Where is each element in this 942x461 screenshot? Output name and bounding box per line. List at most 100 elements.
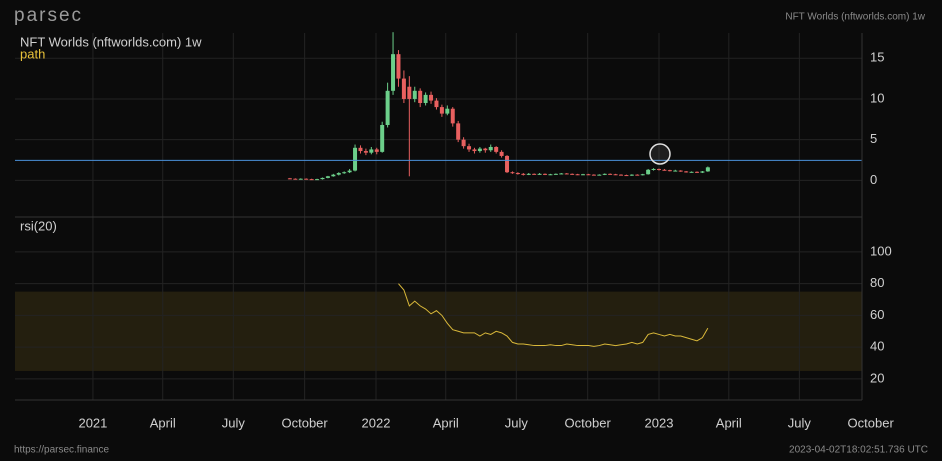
footer-timestamp: 2023-04-02T18:02:51.736 UTC	[789, 445, 928, 456]
candle-body	[298, 178, 303, 180]
candle-body	[309, 179, 314, 181]
candle-body	[532, 173, 537, 175]
x-tick-label: 2021	[78, 415, 107, 430]
candle-body	[619, 174, 624, 176]
x-tick-label: July	[222, 415, 246, 430]
candle-body	[515, 173, 520, 175]
candle-body	[358, 147, 363, 152]
candle-body	[570, 173, 575, 175]
candle-body	[591, 174, 596, 176]
candle-body	[705, 167, 710, 172]
candle-body	[467, 146, 472, 150]
candle-body	[423, 94, 428, 104]
candle-body	[374, 149, 379, 152]
x-tick-label: April	[150, 415, 176, 430]
candle-body	[380, 125, 385, 152]
x-tick-label: October	[281, 415, 328, 430]
candle-body	[689, 171, 694, 173]
candle-body	[477, 148, 482, 152]
y-tick-label: 60	[870, 307, 884, 322]
x-tick-label: July	[788, 415, 812, 430]
x-tick-label: 2023	[645, 415, 674, 430]
header-title: NFT Worlds (nftworlds.com) 1w	[785, 12, 925, 23]
candle-body	[499, 151, 504, 156]
candle-body	[488, 146, 493, 151]
candle-body	[613, 174, 618, 176]
candle-body	[624, 175, 629, 177]
candle-body	[597, 174, 602, 176]
panel-title: NFT Worlds (nftworlds.com) 1w	[20, 34, 202, 49]
candle-body	[521, 173, 526, 175]
candle-body	[347, 170, 352, 173]
candle-body	[543, 173, 548, 175]
candle-body	[602, 173, 607, 175]
candle-body	[472, 149, 477, 152]
candle-body	[445, 108, 450, 114]
candle-body	[657, 168, 662, 170]
y-tick-label: 100	[870, 243, 892, 258]
candle-body	[559, 173, 564, 175]
x-tick-label: July	[505, 415, 529, 430]
candle-body	[304, 178, 309, 180]
candle-body	[315, 179, 320, 181]
candle-body	[700, 171, 705, 173]
rsi-line	[398, 283, 709, 347]
candle-body	[548, 174, 553, 176]
x-tick-label: April	[716, 415, 742, 430]
candle-body	[510, 172, 515, 174]
candle-body	[673, 170, 678, 172]
x-tick-label: April	[433, 415, 459, 430]
candle-body	[342, 172, 347, 174]
candle-body	[418, 90, 423, 104]
panel-title: rsi(20)	[20, 218, 57, 233]
candle-body	[564, 173, 569, 175]
candle-body	[694, 171, 699, 173]
candle-body	[553, 173, 558, 175]
candle-body	[651, 168, 656, 170]
candle-body	[646, 169, 651, 175]
candle-body	[325, 176, 330, 178]
candle-body	[439, 107, 444, 114]
candle-body	[363, 151, 368, 153]
candle-body	[456, 123, 461, 140]
cursor-marker	[649, 143, 671, 165]
candle-body	[429, 94, 434, 101]
candle-body	[640, 174, 645, 176]
candle-body	[336, 173, 341, 175]
candle-body	[385, 90, 390, 125]
panel-subtitle: path	[20, 46, 45, 61]
y-tick-label: 80	[870, 275, 884, 290]
candle-body	[581, 174, 586, 176]
candle-body	[608, 173, 613, 175]
candle-body	[407, 86, 412, 99]
candle-body	[369, 149, 374, 153]
candle-body	[293, 178, 298, 180]
candle-body	[684, 171, 689, 173]
candle-body	[678, 170, 683, 172]
y-tick-label: 20	[870, 370, 884, 385]
candle-body	[494, 146, 499, 152]
candle-body	[434, 100, 439, 108]
candle-body	[526, 173, 531, 175]
y-tick-label: 15	[870, 50, 884, 65]
candle-body	[353, 147, 358, 171]
x-tick-label: October	[848, 415, 895, 430]
candle-body	[537, 173, 542, 175]
candle-body	[662, 169, 667, 171]
rsi-band	[15, 291, 862, 371]
y-tick-label: 5	[870, 131, 877, 146]
x-tick-label: October	[565, 415, 612, 430]
candle-body	[483, 148, 488, 151]
candle-body	[667, 170, 672, 172]
candle-body	[505, 155, 510, 173]
candle-body	[461, 139, 466, 147]
candle-body	[635, 174, 640, 176]
x-tick-label: 2022	[362, 415, 391, 430]
candle-body	[287, 178, 292, 180]
logo: parsec	[14, 5, 83, 26]
candle-body	[575, 174, 580, 176]
candle-body	[401, 78, 406, 99]
